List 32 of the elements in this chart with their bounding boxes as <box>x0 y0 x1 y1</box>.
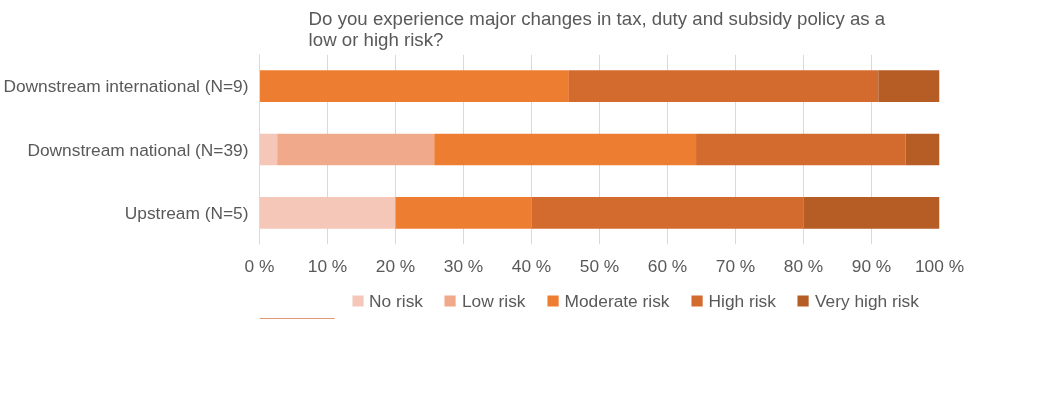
bar <box>905 133 940 166</box>
x-tick-label: 70 % <box>715 255 756 276</box>
x-tick-label: 80 % <box>783 255 824 276</box>
bar <box>531 197 804 229</box>
x-tick-label: 50 % <box>579 255 620 276</box>
x-tick-label: 100 % <box>914 255 965 276</box>
x-tick-label: 40 % <box>511 255 552 276</box>
bar <box>277 133 435 166</box>
bar <box>568 70 879 102</box>
y-tick-label: Downstream international (N=9) <box>3 76 249 97</box>
bar <box>803 197 940 229</box>
bar <box>434 133 697 166</box>
x-tick-label: 30 % <box>443 255 484 276</box>
legend-label: No risk <box>369 290 423 311</box>
x-tick-label: 20 % <box>375 255 416 276</box>
x-tick-label: 60 % <box>647 255 688 276</box>
x-tick-label: 90 % <box>851 255 892 276</box>
bar <box>259 70 569 102</box>
legend-label: High risk <box>708 290 776 311</box>
bar <box>395 197 532 229</box>
y-tick-label: Downstream national (N=39) <box>27 139 249 160</box>
bar <box>259 197 396 229</box>
legend-label: Low risk <box>461 290 526 311</box>
bar <box>259 133 278 166</box>
bar <box>696 133 906 166</box>
chart-title: Do you experience major changes in tax, duty and subsidy policy as a low or high risk? <box>308 7 886 50</box>
legend-label: Very high risk <box>814 290 919 311</box>
legend-label: Moderate risk <box>564 290 670 311</box>
y-tick-label: Upstream (N=5) <box>124 202 249 223</box>
x-tick-label: 0 % <box>244 255 275 276</box>
bar <box>878 70 940 102</box>
x-tick-label: 10 % <box>307 255 348 276</box>
